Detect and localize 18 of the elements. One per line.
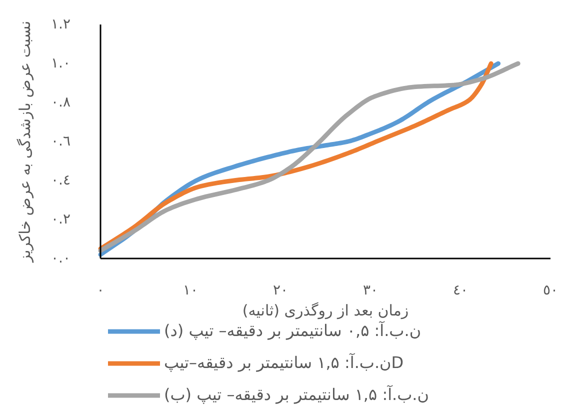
x-tick-label: ١٠ [182,282,198,298]
x-tick-label: ٥٠ [542,282,558,298]
y-axis-title: نسبت عرض بازشدگی به عرض خاکریز [16,20,34,264]
legend-label: ن.ب.آ: ۱,۵ سانتیمتر بر دقیقه–تیپD [164,352,404,373]
legend-label: ن.ب.آ: ۱,۵ سانتیمتر بر دقیقه– تیپ (ب) [164,384,430,405]
x-tick-label: ٠ [96,282,104,298]
y-tick-label: ٠.٤ [51,172,71,188]
y-tick-label: ٠.٦ [51,134,71,150]
y-tick-label: ٠.٢ [51,212,71,228]
y-tick-label: ١.٠ [51,56,71,72]
x-tick-label: ٤٠ [452,282,468,298]
x-tick-label: ٢٠ [272,282,288,298]
y-tick-label: ١.٢ [51,16,71,32]
x-axis-title: زمان بعد از روگذری (ثانیه) [242,302,409,320]
y-tick-label: ٠.٠ [51,250,71,266]
x-tick-label: ٣٠ [362,282,378,298]
legend-label: ن.ب.آ: ۰,۵ سانتیمتر بر دقیقه– تیپ (د) [164,320,422,341]
y-tick-label: ٠.٨ [51,94,71,110]
